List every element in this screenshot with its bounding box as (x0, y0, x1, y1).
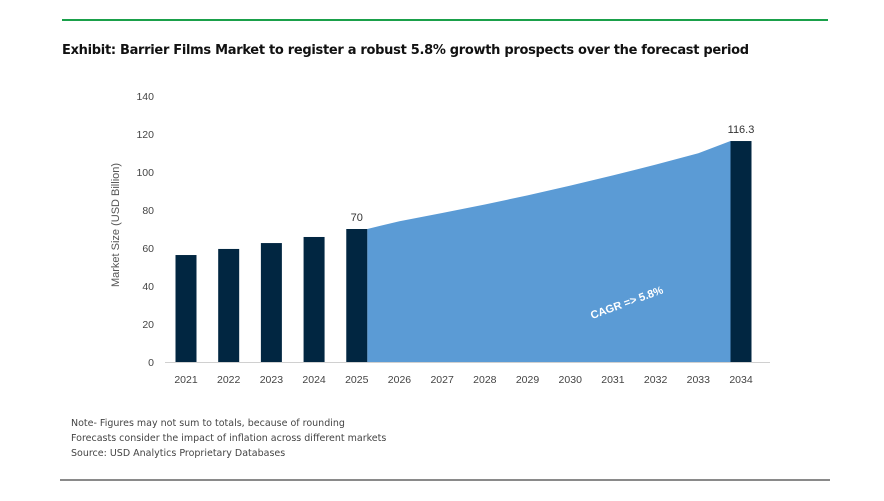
bar-2022 (218, 248, 240, 362)
x-tick-label: 2024 (302, 374, 326, 386)
chart-title: Exhibit: Barrier Films Market to registe… (62, 43, 749, 58)
bar-2021 (175, 255, 197, 362)
x-tick-label: 2030 (559, 374, 583, 386)
y-tick-label: 60 (142, 243, 154, 255)
y-tick-label: 40 (142, 281, 154, 293)
bar-2024 (303, 236, 325, 362)
bar-2023 (260, 243, 282, 362)
x-tick-label: 2034 (729, 374, 753, 386)
x-tick-label: 2023 (260, 374, 284, 386)
y-tick-label: 120 (136, 129, 154, 141)
x-tick-label: 2026 (388, 374, 412, 386)
note-source: Source: USD Analytics Proprietary Databa… (71, 448, 286, 459)
data-label-2025: 70 (351, 212, 363, 224)
data-label-2034: 116.3 (728, 124, 755, 136)
y-tick-label: 80 (142, 205, 154, 217)
bar-2034 (730, 141, 752, 362)
y-axis-label: Market Size (USD Billion) (110, 163, 122, 287)
y-tick-label: 140 (136, 91, 154, 103)
x-tick-label: 2025 (345, 374, 369, 386)
x-tick-label: 2032 (644, 374, 668, 386)
notes: Note- Figures may not sum to totals, bec… (71, 416, 386, 461)
note-rounding: Note- Figures may not sum to totals, bec… (71, 418, 345, 429)
y-tick-label: 0 (148, 357, 154, 369)
x-tick-label: 2031 (601, 374, 625, 386)
x-tick-label: 2028 (473, 374, 497, 386)
note-inflation: Forecasts consider the impact of inflati… (71, 433, 387, 444)
x-tick-label: 2021 (174, 374, 198, 386)
y-tick-label: 20 (142, 319, 154, 331)
top-rule (62, 19, 828, 21)
bottom-rule (60, 479, 830, 481)
x-tick-label: 2029 (516, 374, 540, 386)
y-tick-label: 100 (136, 167, 154, 179)
x-tick-label: 2033 (687, 374, 711, 386)
bar-2025 (346, 229, 368, 362)
forecast-area (367, 141, 731, 362)
x-tick-label: 2027 (430, 374, 454, 386)
x-tick-label: 2022 (217, 374, 241, 386)
